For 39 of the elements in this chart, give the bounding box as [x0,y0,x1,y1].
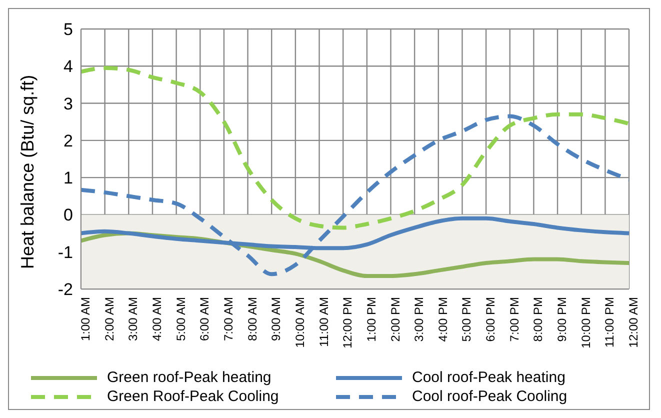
line-series [79,114,631,276]
line-series [79,66,631,230]
legend-label: Green roof-Peak heating [107,369,272,386]
x-tick-label: 3:00 AM [126,297,140,342]
x-tick-label: 8:00 PM [531,297,546,342]
x-tick-label: 12:00 PM [340,297,355,348]
x-tick-label: 5:00 AM [174,297,188,342]
y-tick-label: -1 [58,242,73,262]
x-tick-label: 4:00 AM [150,297,164,342]
legend-label: Cool roof-Peak Cooling [412,388,568,405]
x-tick-label: 1:00 AM [78,297,93,342]
x-tick-label: 7:00 AM [221,297,236,342]
legend-label: Cool roof-Peak heating [412,369,566,386]
x-tick-label: 7:00 PM [507,297,522,342]
y-tick-label: -2 [58,280,73,300]
x-tick-label: 12:00 AM [626,297,641,348]
x-tick-label: 4:00 PM [436,297,450,342]
x-tick-label: 11:00 PM [602,297,617,348]
x-tick-label: 11:00 AM [316,297,331,347]
x-tick-label: 9:00 AM [269,297,284,342]
y-tick-label: 3 [64,94,73,114]
y-tick-label: 0 [64,206,73,225]
x-tick-label: 2:00 PM [388,297,402,342]
x-tick-label: 9:00 PM [555,297,570,342]
y-tick-label: 2 [64,131,73,150]
y-tick-label: 1 [64,168,73,188]
x-tick-label: 10:00 AM [292,297,307,348]
x-tick-label: 3:00 PM [412,297,426,342]
x-tick-label: 10:00 PM [578,297,593,348]
x-tick-label: 1:00 PM [364,297,378,342]
x-tick-label: 6:00 AM [198,297,212,342]
x-tick-label: 6:00 PM [484,297,498,342]
y-tick-label: 4 [64,57,73,76]
x-tick-label: 2:00 AM [102,297,116,342]
x-tick-label: 5:00 PM [460,297,474,342]
legend-label: Green Roof-Peak Cooling [107,388,279,405]
y-axis-title: Heat balance (Btu/ sq.ft) [17,74,38,269]
x-tick-label: 8:00 AM [245,297,260,342]
y-tick-label: 5 [64,20,73,40]
